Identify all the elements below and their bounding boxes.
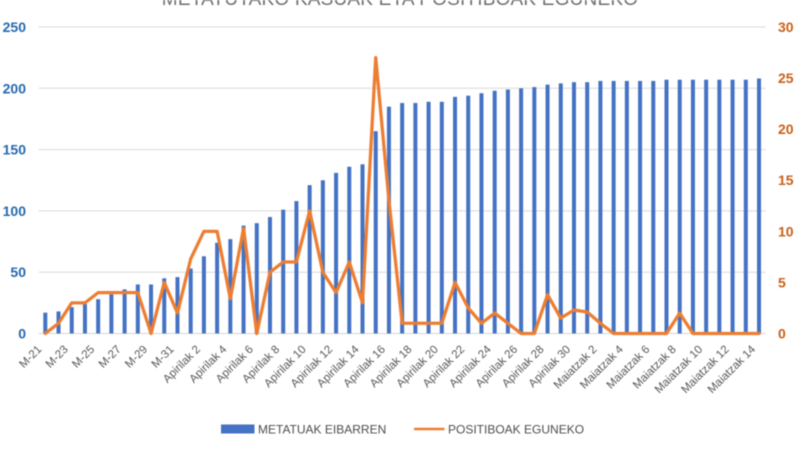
svg-text:150: 150	[3, 142, 27, 158]
svg-text:250: 250	[3, 19, 27, 35]
svg-text:50: 50	[10, 264, 26, 280]
svg-text:20: 20	[778, 121, 794, 137]
svg-text:200: 200	[3, 80, 27, 96]
svg-text:10: 10	[778, 223, 794, 239]
svg-text:POSITIBOAK EGUNEKO: POSITIBOAK EGUNEKO	[448, 423, 584, 437]
svg-text:100: 100	[3, 203, 27, 219]
svg-text:0: 0	[18, 326, 26, 342]
svg-text:30: 30	[778, 19, 794, 35]
svg-text:25: 25	[778, 70, 794, 86]
svg-text:0: 0	[778, 326, 786, 342]
svg-text:METATUTAKO KASUAK ETA POSITIBO: METATUTAKO KASUAK ETA POSITIBOAK EGUNEKO	[162, 0, 638, 10]
svg-text:METATUAK EIBARREN: METATUAK EIBARREN	[258, 423, 386, 437]
svg-text:5: 5	[778, 274, 786, 290]
svg-text:15: 15	[778, 172, 794, 188]
